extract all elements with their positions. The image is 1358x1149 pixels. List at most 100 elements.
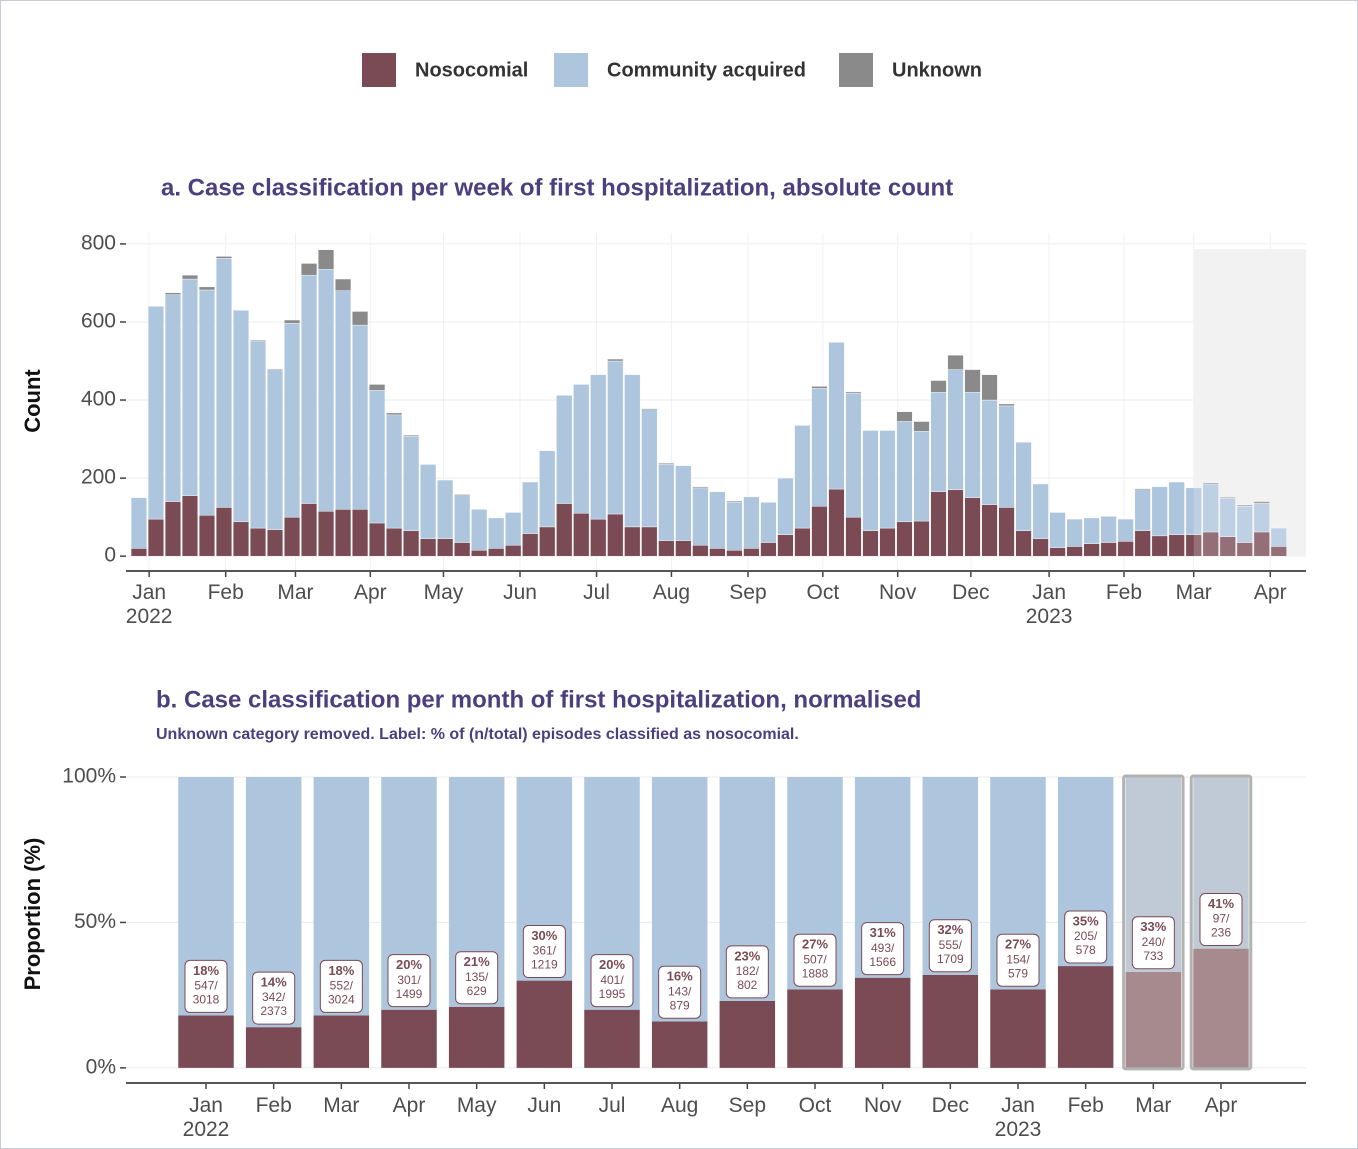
- x-tick-label: Dec: [952, 581, 990, 604]
- bar-segment: [930, 392, 947, 492]
- bar-segment: [709, 491, 726, 549]
- x-tick-label: Sep: [728, 1094, 767, 1117]
- bar-segment: [998, 403, 1015, 407]
- label-box: [387, 954, 431, 1008]
- n-label: 555/: [939, 938, 963, 952]
- bar-segment: [692, 545, 709, 557]
- bar-segment: [318, 249, 335, 270]
- bar-segment: [811, 506, 828, 557]
- bar-segment: [181, 274, 198, 280]
- x-tick-label: Jun: [527, 1094, 562, 1117]
- bar-segment: [381, 1009, 437, 1068]
- total-label: 579: [1008, 966, 1028, 980]
- x-tick-label: Oct: [806, 581, 840, 604]
- bar-segment: [1168, 534, 1185, 557]
- bar-segment: [641, 526, 658, 557]
- bar-segment: [1185, 487, 1202, 535]
- bar-segment: [488, 517, 505, 549]
- bar-segment: [964, 369, 981, 393]
- bar-segment: [284, 319, 301, 324]
- bar-segment: [249, 527, 267, 557]
- bar-segment: [641, 408, 658, 411]
- bar-segment: [284, 322, 301, 518]
- bar-segment: [369, 384, 386, 391]
- bar-segment: [862, 530, 879, 557]
- bar-segment: [505, 545, 522, 557]
- bar-segment: [471, 509, 488, 551]
- bar-segment: [245, 1027, 302, 1068]
- value-label: 16%: [667, 969, 693, 984]
- x-tick-label: Feb: [1067, 1094, 1104, 1117]
- x-tick-label: Apr: [353, 581, 387, 604]
- bar-segment: [1015, 442, 1032, 531]
- bar-segment: [726, 550, 743, 557]
- bar-segment: [607, 360, 624, 515]
- value-label: 27%: [802, 937, 828, 952]
- bar-segment: [181, 278, 198, 496]
- bar-segment: [913, 431, 930, 522]
- bar-segment: [981, 399, 998, 505]
- bar-segment: [896, 411, 913, 422]
- total-label: 236: [1211, 926, 1231, 940]
- bar-segment: [369, 390, 386, 524]
- x-tick-label: Jul: [583, 581, 610, 604]
- bar-segment: [862, 430, 879, 531]
- bar-segment: [726, 500, 743, 503]
- bar-segment: [454, 495, 471, 543]
- x-tick-label: Nov: [879, 581, 917, 604]
- bar-segment: [164, 294, 181, 502]
- total-label: 733: [1143, 949, 1163, 963]
- total-label: 1566: [869, 955, 896, 969]
- total-label: 1888: [802, 966, 829, 980]
- bar-segment: [1100, 516, 1117, 543]
- bar-segment: [930, 380, 947, 393]
- bar-segment: [947, 354, 964, 370]
- x-tick-label: Apr: [1204, 1094, 1238, 1117]
- label-box: [590, 954, 634, 1008]
- bar-segment: [573, 384, 590, 514]
- n-label: 361/: [533, 944, 557, 958]
- value-label: 18%: [328, 963, 354, 978]
- bar-segment: [215, 258, 233, 508]
- y-tick-label: 600: [81, 310, 116, 333]
- label-box: [184, 959, 228, 1013]
- bar-segment: [1049, 547, 1066, 557]
- bar-segment: [607, 513, 624, 557]
- bar-segment: [1134, 488, 1151, 491]
- bar-segment: [318, 269, 335, 512]
- bar-segment: [828, 342, 845, 490]
- n-label: 401/: [600, 973, 624, 987]
- bar-segment: [301, 503, 318, 557]
- value-label: 33%: [1140, 919, 1166, 934]
- n-label: 182/: [736, 964, 760, 978]
- bar-segment: [845, 391, 862, 394]
- label-box: [1064, 910, 1108, 964]
- label-box: [861, 922, 905, 976]
- value-label: 23%: [734, 948, 760, 963]
- bar-segment: [845, 516, 862, 557]
- bar-segment: [777, 477, 794, 535]
- total-label: 1995: [599, 987, 626, 1001]
- bar-segment: [198, 289, 216, 516]
- bar-segment: [777, 534, 794, 557]
- bar-segment: [658, 540, 675, 557]
- bar-segment: [913, 421, 930, 432]
- y-axis-title: Proportion (%): [20, 838, 45, 991]
- bar-segment: [1049, 512, 1066, 548]
- bar-segment: [658, 463, 675, 465]
- label-box: [319, 959, 363, 1013]
- bar-segment: [641, 409, 658, 528]
- chart-subtitle: Unknown category removed. Label: % of (n…: [156, 726, 799, 743]
- value-label: 20%: [396, 957, 422, 972]
- label-box: [725, 945, 769, 999]
- label-box: [455, 951, 499, 1005]
- bar-segment: [1134, 530, 1151, 557]
- bar-segment: [386, 412, 403, 416]
- bar-segment: [488, 548, 505, 557]
- bar-segment: [811, 388, 828, 507]
- total-label: 578: [1076, 943, 1096, 957]
- bar-segment: [313, 1015, 370, 1068]
- value-label: 20%: [599, 957, 625, 972]
- bar-segment: [930, 491, 947, 557]
- bar-segment: [267, 369, 284, 530]
